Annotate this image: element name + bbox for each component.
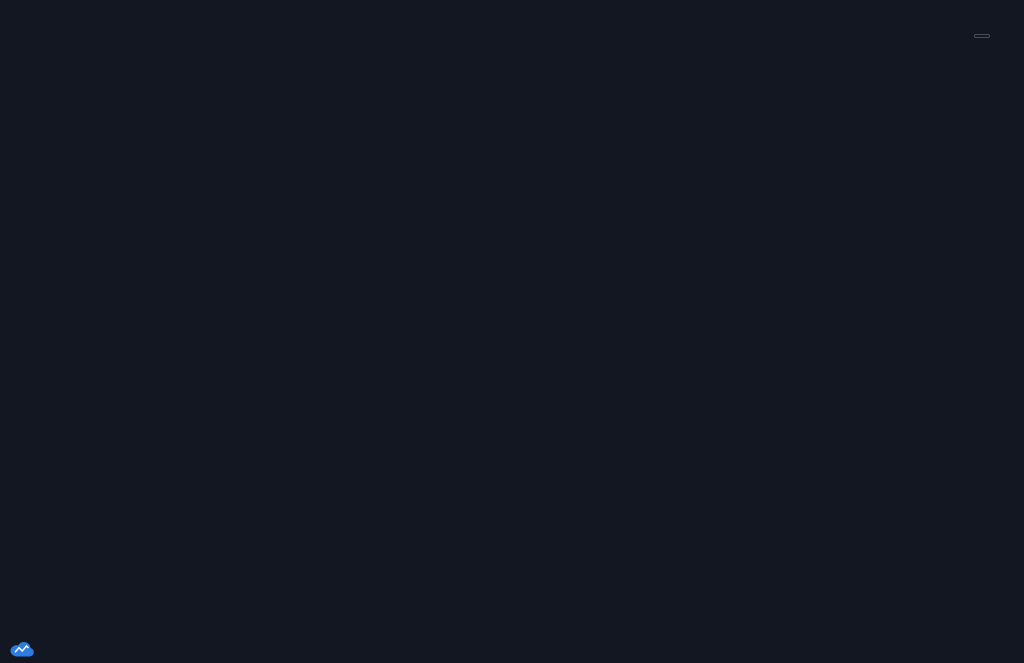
symbol-line [8,3,42,18]
footer-branding [10,642,40,657]
currency-toggle[interactable] [974,34,990,38]
tradingview-logo-icon[interactable] [10,642,34,657]
chart-header [8,3,42,18]
